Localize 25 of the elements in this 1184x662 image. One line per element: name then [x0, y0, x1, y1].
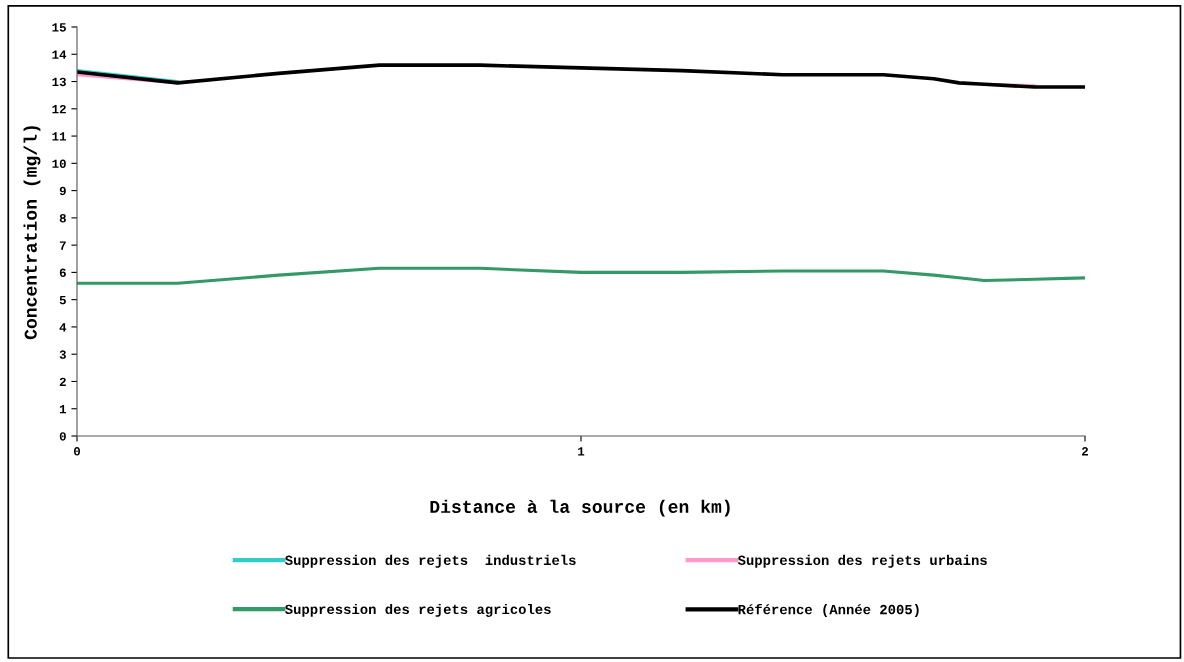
y-tick-label: 10 [52, 159, 66, 168]
y-tick-label: 5 [59, 295, 66, 305]
y-tick-label: 9 [59, 186, 66, 196]
x-tick-label: 1 [578, 447, 585, 456]
x-tick-label: 2 [1082, 447, 1089, 456]
y-tick-label: 6 [59, 268, 66, 278]
y-tick-label: 3 [59, 350, 66, 359]
y-tick-label: 14 [52, 50, 67, 59]
y-tick-label: 1 [59, 405, 67, 414]
legend-label: Suppression des rejets industriels [285, 554, 576, 568]
y-tick-label: 13 [52, 77, 66, 87]
legend-label: Suppression des rejets urbains [737, 554, 987, 568]
y-tick-label: 8 [59, 214, 66, 223]
legend-label: Suppression des rejets agricoles [285, 603, 551, 617]
y-tick-label: 0 [59, 432, 66, 441]
legend-label: Référence (Année 2005) [738, 603, 919, 618]
y-axis-title: Concentration (mg/l) [23, 126, 41, 340]
y-tick-label: 7 [59, 241, 66, 250]
x-tick-label: 0 [73, 447, 81, 456]
x-axis-title: Distance à la source (en km) [430, 499, 730, 517]
y-tick-label: 11 [52, 132, 67, 141]
y-tick-label: 12 [52, 104, 66, 114]
y-tick-label: 2 [59, 377, 66, 386]
y-tick-label: 15 [52, 23, 66, 32]
y-tick-label: 4 [59, 323, 67, 332]
